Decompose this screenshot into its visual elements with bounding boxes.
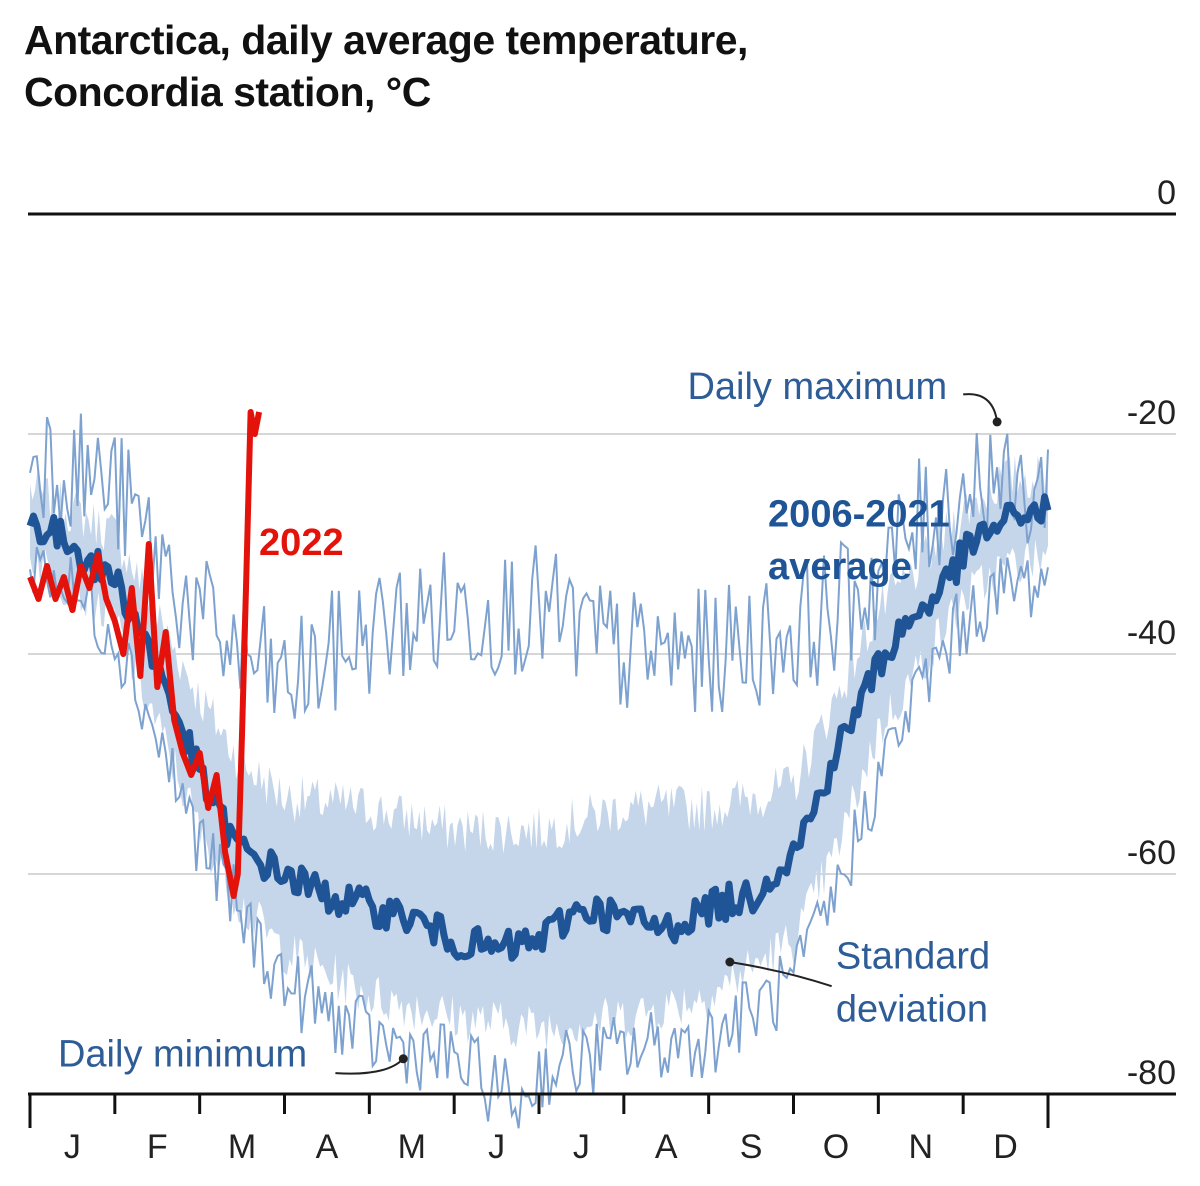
label-2022: 2022	[259, 522, 344, 564]
std-label-line2: deviation	[836, 988, 988, 1030]
month-label: A	[316, 1128, 339, 1166]
annotations: Daily maximum 2006-2021 average 2022 Standar…	[58, 366, 1002, 1076]
y-tick-label: -80	[1127, 1054, 1176, 1092]
month-label: A	[655, 1128, 678, 1166]
daily-max-leader	[963, 393, 999, 423]
month-label: O	[823, 1128, 849, 1166]
month-label: F	[147, 1128, 168, 1166]
month-label: J	[488, 1128, 505, 1166]
y-tick-label: -20	[1127, 394, 1176, 432]
y-tick-label: -40	[1127, 614, 1176, 652]
month-label: M	[228, 1128, 256, 1166]
daily-min-dot	[398, 1054, 408, 1064]
std-band	[30, 455, 1048, 1052]
daily-max-dot	[992, 417, 1002, 427]
line-2022-group	[27, 409, 263, 899]
month-label: J	[64, 1128, 81, 1166]
std-dot	[725, 957, 735, 967]
daily-min-leader	[335, 1058, 404, 1075]
month-label: D	[993, 1128, 1018, 1166]
line-2022	[27, 409, 263, 899]
y-tick-label: -60	[1127, 834, 1176, 872]
average-label-line1: 2006-2021	[768, 493, 950, 535]
average-label-line2: average	[768, 546, 912, 588]
daily-max-line	[29, 413, 1049, 719]
daily-max-label: Daily maximum	[687, 366, 947, 408]
daily-min-label: Daily minimum	[58, 1034, 307, 1076]
std-leader	[729, 961, 832, 988]
month-label: J	[573, 1128, 590, 1166]
standard-deviation-band	[30, 455, 1048, 1052]
y-axis-labels: 0 -20 -40 -60 -80	[1127, 174, 1176, 1092]
chart-title-line2: Concordia station, °C	[24, 69, 431, 115]
chart-title: Antarctica, daily average temperature, C…	[24, 14, 748, 118]
daily-min-max-lines	[29, 413, 1049, 1129]
month-label: N	[908, 1128, 933, 1166]
chart-title-line1: Antarctica, daily average temperature,	[24, 17, 748, 63]
y-tick-label: 0	[1157, 174, 1176, 212]
daily-min-line	[29, 546, 1049, 1129]
month-label: M	[398, 1128, 426, 1166]
month-label: S	[740, 1128, 763, 1166]
std-label-line1: Standard	[836, 936, 990, 978]
